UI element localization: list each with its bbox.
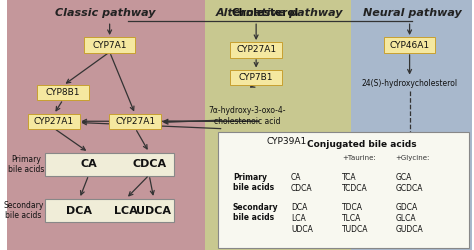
FancyBboxPatch shape [230,42,282,58]
Text: CDCA: CDCA [291,184,313,193]
Text: Secondary
bile acids: Secondary bile acids [3,201,44,220]
FancyBboxPatch shape [109,114,161,129]
Text: GUDCA: GUDCA [396,225,423,234]
Text: CYP27A1: CYP27A1 [236,46,276,54]
Text: 24(S)-hydroxycholesterol: 24(S)-hydroxycholesterol [362,79,458,88]
Text: CA: CA [291,172,301,182]
FancyBboxPatch shape [84,37,136,53]
Bar [205,0,351,250]
FancyBboxPatch shape [261,134,312,149]
Bar [351,0,473,250]
Text: TLCA: TLCA [342,214,362,223]
FancyBboxPatch shape [384,37,436,53]
Text: CYP27A1: CYP27A1 [34,117,74,126]
Text: 7α-hydroxy-3-oxo-4-
cholestenoic acid: 7α-hydroxy-3-oxo-4- cholestenoic acid [208,106,285,126]
Text: CYP8B1: CYP8B1 [46,88,81,97]
Text: CYP39A1: CYP39A1 [266,137,307,146]
Text: +Glycine:: +Glycine: [396,155,430,161]
Text: Secondary
bile acids: Secondary bile acids [233,202,279,222]
Text: Alternative pathway: Alternative pathway [216,8,343,18]
Text: Classic pathway: Classic pathway [55,8,155,18]
Text: GDCA: GDCA [396,202,418,211]
FancyBboxPatch shape [28,114,80,129]
Text: TCA: TCA [342,172,357,182]
Text: DCA: DCA [291,202,307,211]
Text: CYP7B1: CYP7B1 [239,73,273,82]
Text: CA: CA [80,160,97,170]
Text: GCDCA: GCDCA [396,184,423,193]
Text: Neural pathway: Neural pathway [363,8,461,18]
Text: TUDCA: TUDCA [342,225,369,234]
Text: GCA: GCA [396,172,412,182]
Text: DCA: DCA [66,206,92,216]
Bar [7,0,205,250]
Text: GLCA: GLCA [396,214,416,223]
Text: Cholesterol: Cholesterol [232,8,299,18]
FancyBboxPatch shape [46,199,174,222]
Text: +Taurine:: +Taurine: [342,155,376,161]
Text: LCA: LCA [291,214,306,223]
FancyBboxPatch shape [218,132,469,248]
Text: UDCA: UDCA [291,225,313,234]
Text: CYP46A1: CYP46A1 [390,40,429,50]
Text: CYP27A1: CYP27A1 [115,117,155,126]
Text: LCA: LCA [114,206,138,216]
Text: Primary
bile acids: Primary bile acids [8,155,44,174]
FancyBboxPatch shape [230,70,282,85]
Text: TCDCA: TCDCA [342,184,368,193]
Text: Primary
bile acids: Primary bile acids [233,172,274,192]
Text: UDCA: UDCA [137,206,171,216]
Text: CDCA: CDCA [132,160,166,170]
Text: TDCA: TDCA [342,202,363,211]
Text: CYP7A1: CYP7A1 [92,40,127,50]
FancyBboxPatch shape [37,85,89,100]
Text: Conjugated bile acids: Conjugated bile acids [307,140,417,149]
FancyBboxPatch shape [46,153,174,176]
